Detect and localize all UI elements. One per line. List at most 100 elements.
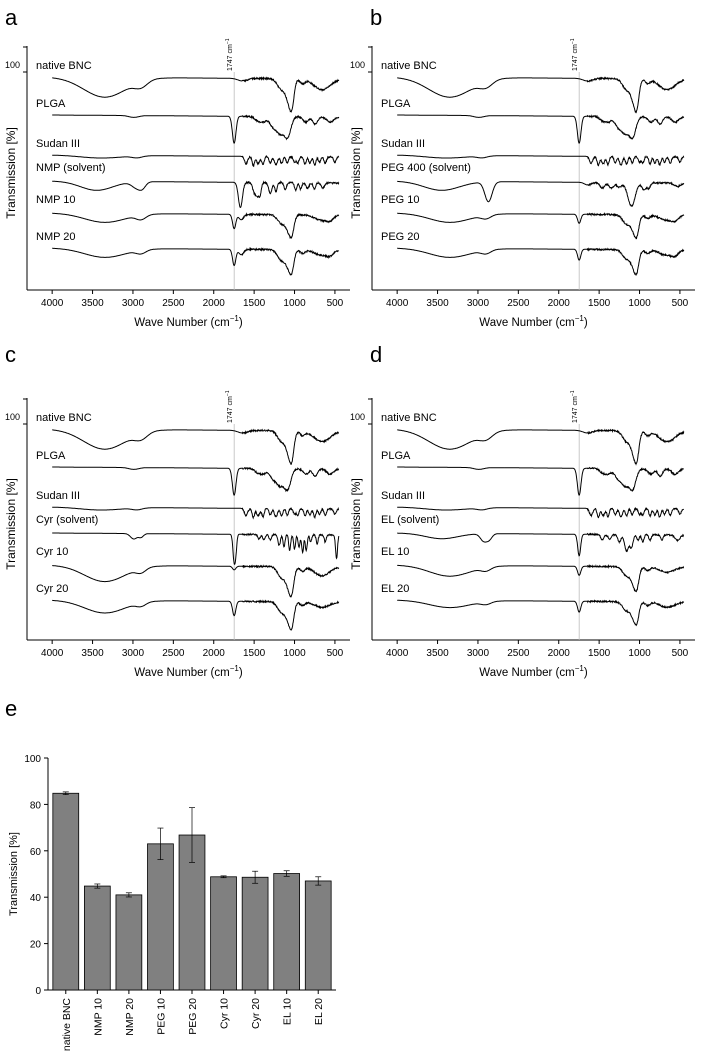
- panel-letter-d: d: [370, 342, 382, 367]
- series-label-peg-400-solvent: PEG 400 (solvent): [381, 162, 471, 174]
- x-tick-label-500: 500: [327, 648, 344, 659]
- x-tick-label-4000: 4000: [41, 648, 64, 659]
- series-line-plga: [397, 114, 685, 144]
- y-axis-title: Transmission [%]: [8, 832, 20, 916]
- category-label-cyr-20: Cyr 20: [250, 998, 262, 1029]
- series-line-cyr-solvent: [52, 532, 340, 565]
- y-axis-title: Transmission [%]: [349, 127, 363, 219]
- series-line-peg-400-solvent: [397, 180, 685, 208]
- bar-rect-cyr-10: [210, 876, 237, 991]
- series-sudan-iii: Sudan III: [36, 138, 340, 168]
- x-tick-label-4000: 4000: [41, 298, 64, 309]
- x-tick-label-3500: 3500: [81, 298, 104, 309]
- bar-rect-el-10: [273, 873, 301, 991]
- x-tick-label-500: 500: [672, 648, 689, 659]
- series-line-plga: [52, 114, 340, 144]
- x-tick-label-1000: 1000: [283, 648, 306, 659]
- series-line-cyr-10: [52, 564, 340, 598]
- scale-bar-label: 100: [5, 60, 20, 70]
- x-axis-title: Wave Number (cm−1): [134, 664, 243, 679]
- bar-el-10: EL 10: [273, 870, 301, 1025]
- series-line-el-20: [397, 599, 685, 627]
- bar-el-20: EL 20: [304, 876, 332, 1025]
- series-label-plga: PLGA: [381, 450, 411, 462]
- category-label-cyr-10: Cyr 10: [219, 998, 231, 1029]
- x-tick-label-3000: 3000: [467, 648, 490, 659]
- series-native-bnc: native BNC: [381, 60, 685, 114]
- y-tick-label-20: 20: [30, 940, 42, 951]
- x-tick-label-1500: 1500: [588, 298, 611, 309]
- scale-bar-label: 100: [350, 60, 365, 70]
- marker-label-superscript: −1: [225, 38, 231, 44]
- series-plga: PLGA: [381, 98, 685, 144]
- series-plga: PLGA: [36, 450, 340, 496]
- x-tick-label-3500: 3500: [426, 298, 449, 309]
- series-line-native-bnc: [52, 76, 340, 113]
- category-label-el-10: EL 10: [282, 998, 294, 1025]
- series-label-sudan-iii: Sudan III: [381, 490, 425, 502]
- series-line-nmp-solvent: [52, 179, 340, 208]
- series-sudan-iii: Sudan III: [381, 490, 684, 519]
- x-tick-label-3000: 3000: [122, 298, 145, 309]
- category-label-peg-20: PEG 20: [187, 998, 199, 1035]
- x-tick-label-2000: 2000: [203, 298, 226, 309]
- x-axis-title: Wave Number (cm−1): [479, 664, 588, 679]
- bar-rect-nmp-20: [115, 894, 143, 991]
- series-cyr-solvent: Cyr (solvent): [36, 514, 340, 565]
- series-cyr-20: Cyr 20: [36, 583, 340, 631]
- panel-letter-a: a: [5, 5, 18, 30]
- x-tick-label-2500: 2500: [507, 298, 530, 309]
- x-tick-label-500: 500: [672, 298, 689, 309]
- series-sudan-iii: Sudan III: [36, 490, 340, 520]
- series-line-native-bnc: [397, 428, 685, 466]
- panel-letter-c: c: [5, 342, 16, 367]
- series-line-native-bnc: [397, 76, 685, 114]
- marker-label-superscript: −1: [225, 390, 231, 396]
- panel-letter-e: e: [5, 696, 17, 721]
- series-line-el-10: [397, 563, 685, 593]
- series-line-sudan-iii: [52, 154, 340, 168]
- x-tick-label-3500: 3500: [81, 648, 104, 659]
- bar-nmp-20: NMP 20: [115, 892, 143, 1036]
- scale-bar: [368, 398, 372, 425]
- x-axis-title-end: ): [239, 667, 243, 679]
- series-label-el-solvent: EL (solvent): [381, 514, 439, 526]
- series-line-plga: [52, 466, 340, 496]
- series-el-solvent: EL (solvent): [381, 514, 684, 557]
- series-label-sudan-iii: Sudan III: [381, 138, 425, 150]
- series-label-nmp-20: NMP 20: [36, 231, 76, 243]
- x-tick-label-3000: 3000: [467, 298, 490, 309]
- scale-bar: [23, 398, 27, 425]
- bar-peg-20: PEG 20: [178, 807, 206, 1035]
- series-label-cyr-10: Cyr 10: [36, 546, 68, 558]
- marker-label: 1747 cm−1: [225, 38, 234, 71]
- series-native-bnc: native BNC: [36, 412, 339, 466]
- x-tick-label-2000: 2000: [548, 298, 571, 309]
- series-plga: PLGA: [381, 450, 684, 496]
- x-axis-title-superscript: −1: [575, 314, 585, 323]
- bar-rect-cyr-20: [241, 876, 269, 991]
- series-peg-400-solvent: PEG 400 (solvent): [381, 162, 685, 208]
- series-label-plga: PLGA: [36, 450, 66, 462]
- x-tick-label-4000: 4000: [386, 648, 409, 659]
- x-tick-label-2500: 2500: [162, 648, 185, 659]
- ftir-panel-b: b 100 Transmission [%] 4000 3500 3000 2500 2000…: [349, 5, 695, 329]
- series-line-sudan-iii: [52, 506, 340, 520]
- y-axis-title: Transmission [%]: [4, 478, 18, 570]
- x-tick-label-2500: 2500: [162, 298, 185, 309]
- series-label-nmp-10: NMP 10: [36, 194, 76, 206]
- series-line-nmp-10: [52, 211, 340, 240]
- series-label-cyr-solvent: Cyr (solvent): [36, 514, 98, 526]
- category-label-el-20: EL 20: [313, 998, 325, 1025]
- category-label-peg-10: PEG 10: [155, 998, 167, 1035]
- series-line-peg-10: [397, 212, 685, 240]
- marker-label: 1747 cm−1: [570, 390, 579, 423]
- series-line-cyr-20: [52, 599, 340, 631]
- category-label-native-bnc: native BNC: [61, 998, 73, 1052]
- x-axis-title-superscript: −1: [575, 664, 585, 673]
- x-axis-title-end: ): [584, 667, 588, 679]
- series-nmp-20: NMP 20: [36, 231, 340, 276]
- bar-rect-peg-10: [147, 843, 174, 991]
- series-nmp-10: NMP 10: [36, 194, 340, 240]
